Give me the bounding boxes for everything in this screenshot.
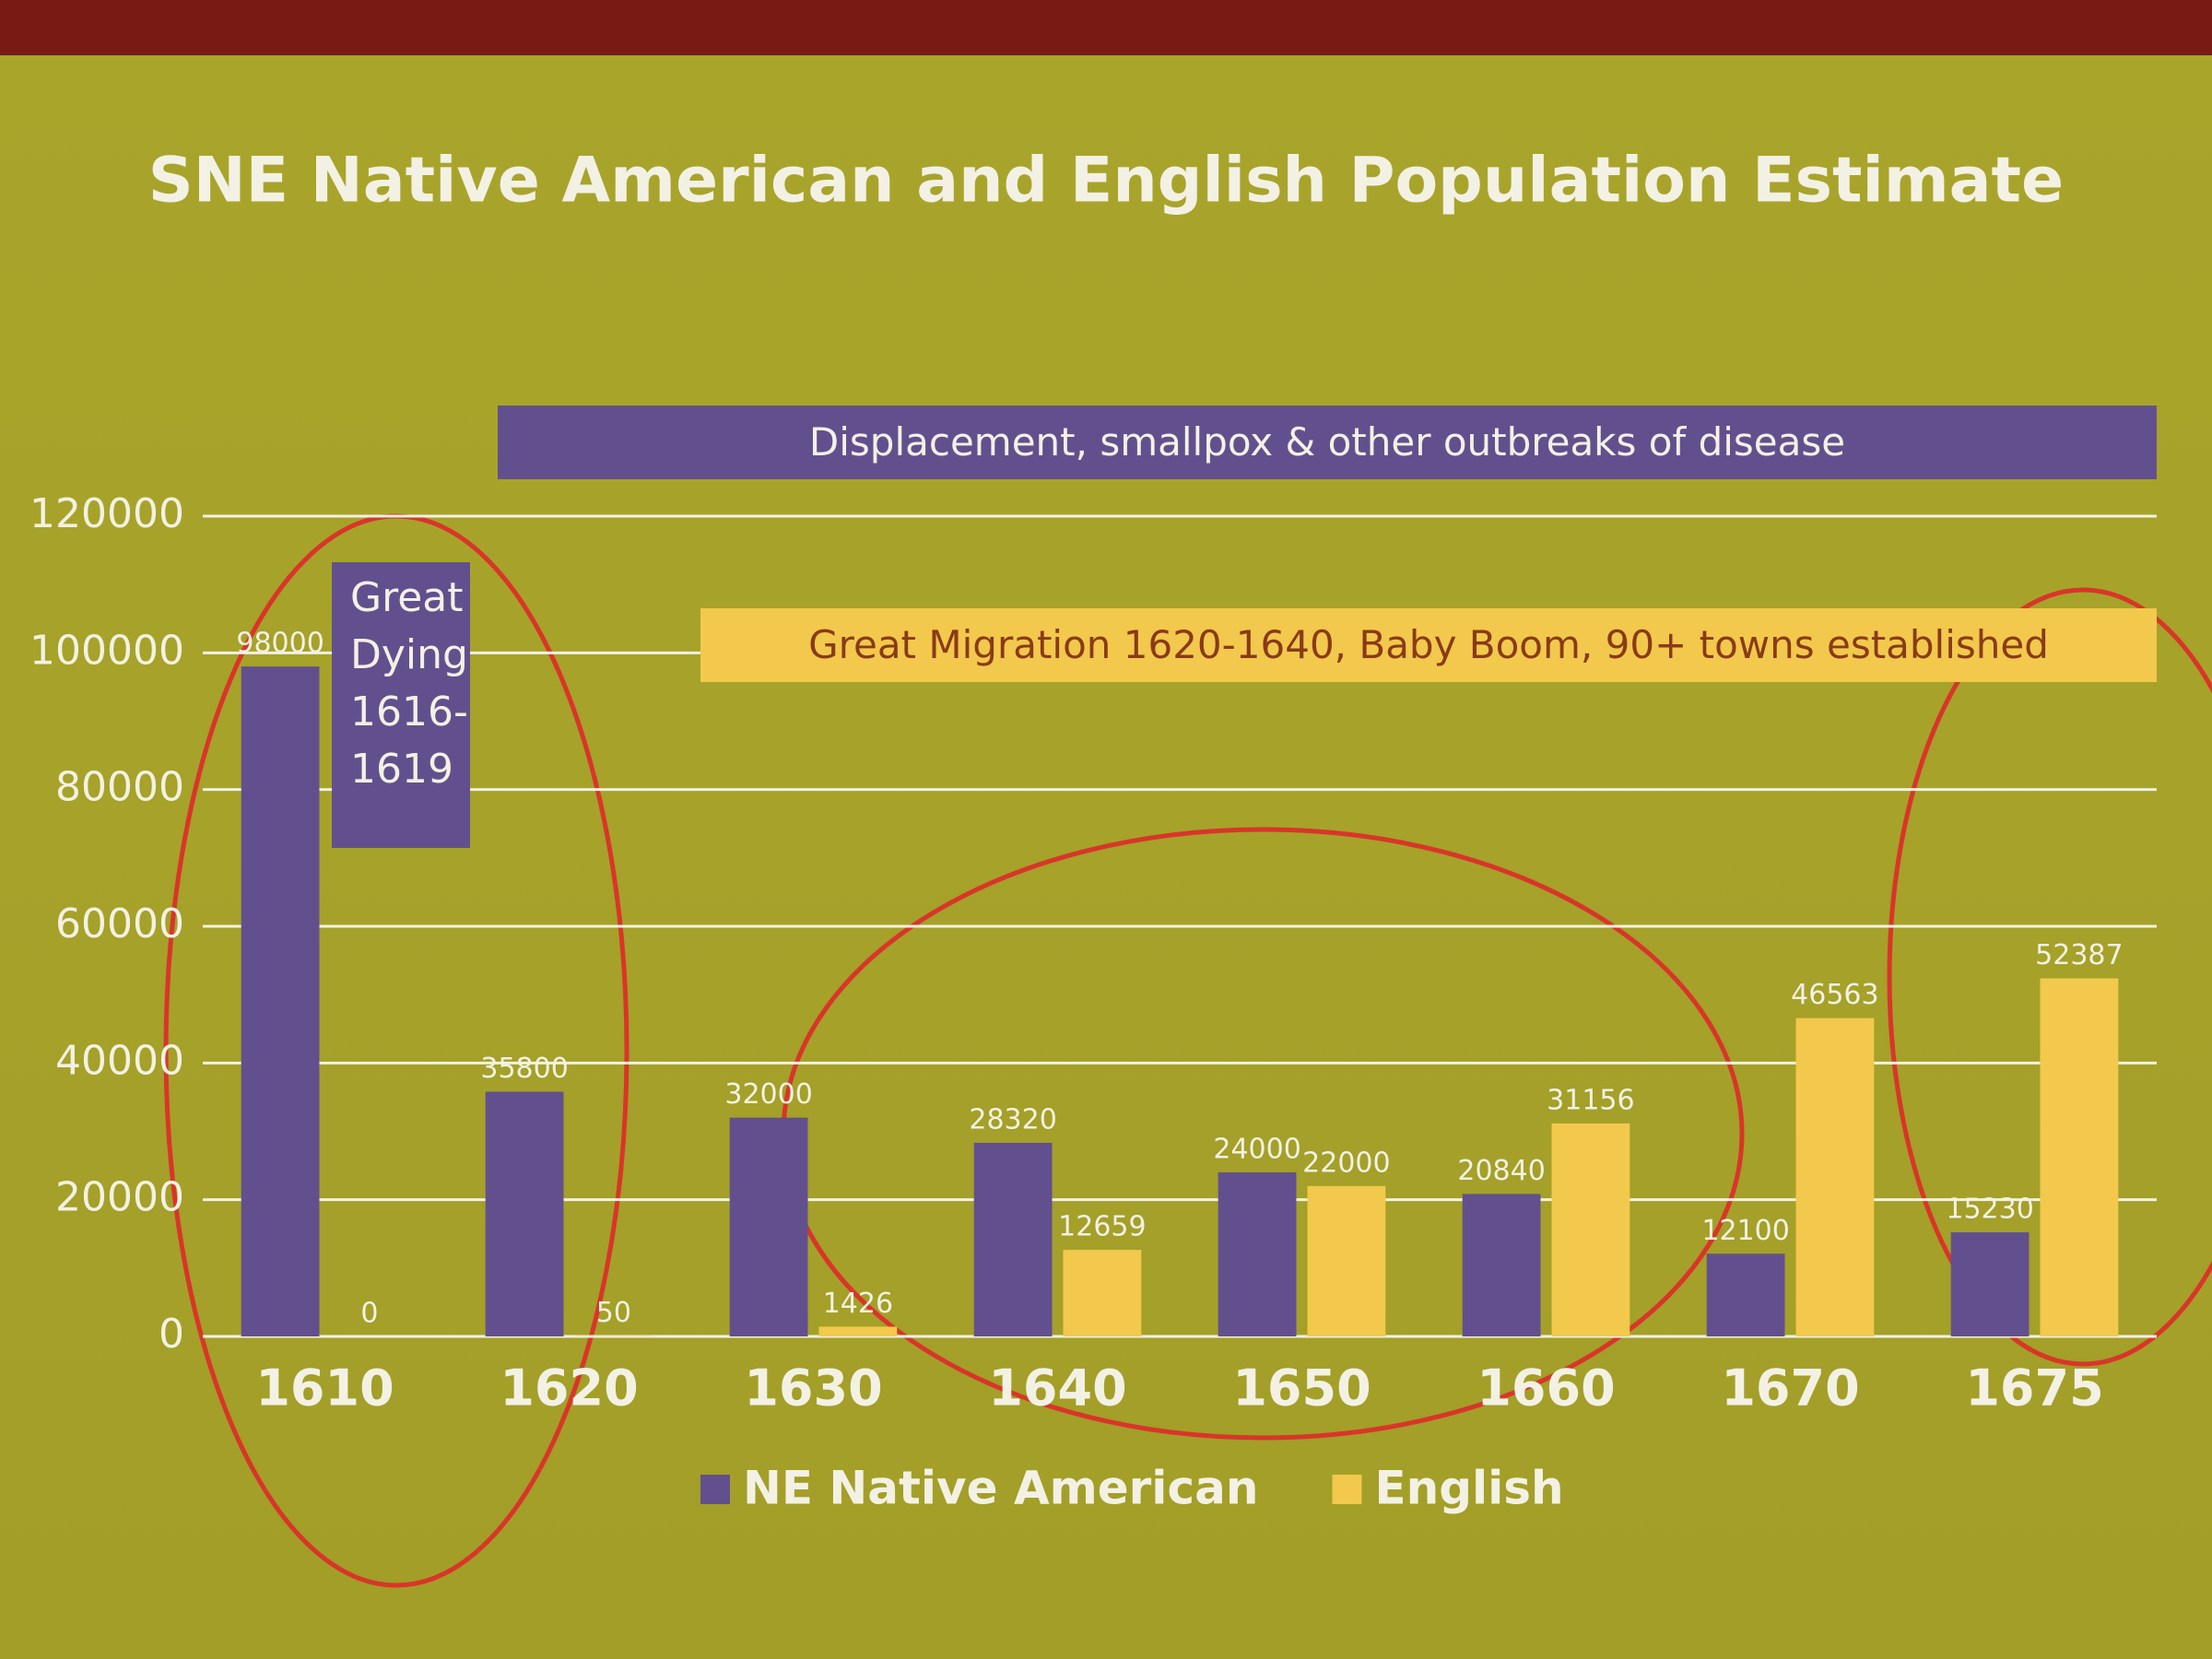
legend-label: NE Native American [743,1462,1258,1515]
value-label: 22000 [1302,1147,1390,1179]
value-label: 28320 [969,1103,1056,1135]
y-tick-label: 40000 [55,1037,184,1084]
annotation-band: Great Migration 1620-1640, Baby Boom, 90… [700,608,2157,682]
legend-swatch [1332,1475,1362,1504]
value-label: 98000 [236,628,324,660]
bar [241,666,320,1336]
y-tick-label: 20000 [55,1174,184,1221]
chart-title: SNE Native American and English Populati… [148,145,2064,218]
annotation-band: Displacement, smallpox & other outbreaks… [498,406,2157,479]
value-label: 24000 [1213,1134,1300,1166]
y-tick-label: 80000 [55,764,184,811]
value-label: 50 [596,1297,631,1329]
value-label: 12659 [1058,1211,1146,1243]
legend-swatch [700,1475,730,1504]
bar [1462,1194,1541,1336]
x-tick-label: 1650 [1232,1359,1371,1418]
y-tick-label: 100000 [29,627,184,674]
y-tick-label: 120000 [29,490,184,537]
bar [2040,978,2119,1336]
x-tick-label: 1620 [500,1359,638,1418]
bar [1063,1250,1142,1336]
value-label: 46563 [1791,979,1878,1011]
value-label: 20840 [1457,1155,1545,1187]
value-label: 12100 [1701,1215,1789,1247]
value-label: 15230 [1946,1194,2033,1226]
x-tick-label: 1610 [255,1359,394,1418]
x-tick-label: 1670 [1721,1359,1859,1418]
bar [818,1326,898,1336]
y-tick-label: 60000 [55,900,184,947]
x-tick-label: 1675 [1965,1359,2103,1418]
bar [1795,1018,1875,1336]
y-tick-label: 0 [159,1311,184,1358]
value-label: 52387 [2035,939,2123,971]
bar [1307,1185,1386,1336]
bar [729,1117,808,1336]
value-label: 1426 [823,1288,893,1320]
value-label: 35800 [480,1053,568,1085]
bar [1218,1172,1297,1336]
value-label: 31156 [1547,1084,1634,1116]
bar [973,1142,1053,1336]
x-tick-label: 1630 [744,1359,882,1418]
annotation-box: Great Dying 1616-1619 [332,562,470,848]
x-tick-label: 1660 [1477,1359,1615,1418]
bar [1706,1253,1785,1336]
bar [485,1091,564,1336]
value-label: 0 [360,1298,378,1330]
value-label: 32000 [724,1078,812,1111]
bar [1950,1232,2030,1336]
highlight-ellipse [1887,587,2212,1367]
x-tick-label: 1640 [988,1359,1126,1418]
bar [1551,1123,1630,1336]
legend-label: English [1374,1462,1563,1515]
